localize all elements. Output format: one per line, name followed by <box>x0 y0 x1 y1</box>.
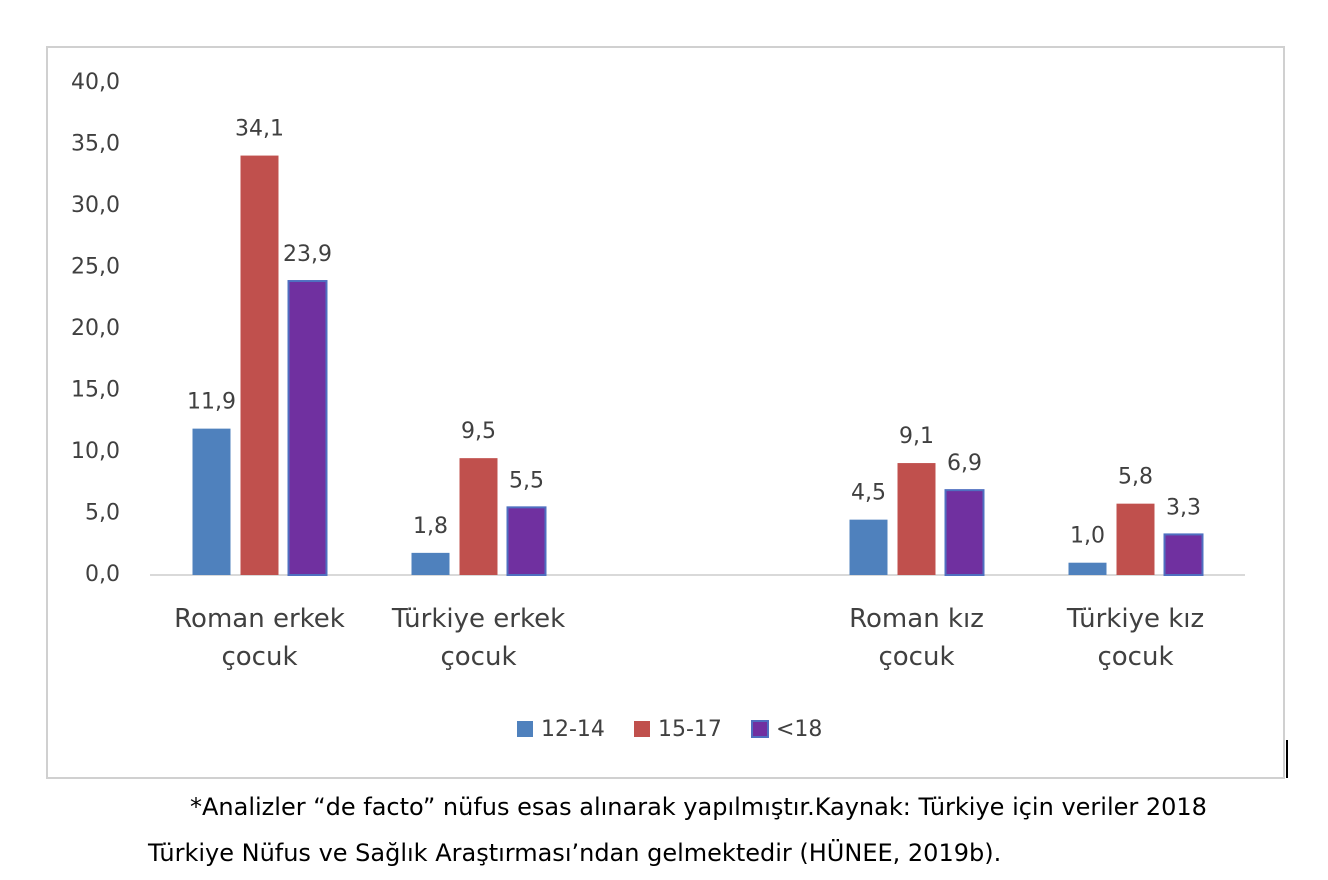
bar <box>1116 503 1155 575</box>
legend-label: <18 <box>776 717 822 742</box>
x-tick-label: Roman erkek çocuk <box>174 604 345 672</box>
legend-swatch <box>517 721 533 737</box>
y-tick-label: 40,0 <box>71 70 120 95</box>
legend-swatch <box>751 720 769 738</box>
bar <box>506 506 547 577</box>
y-tick-label: 20,0 <box>71 316 120 341</box>
y-tick-label: 25,0 <box>71 255 120 280</box>
legend-label: 15-17 <box>658 717 722 742</box>
y-tick-label: 35,0 <box>71 132 120 157</box>
legend-label: 12-14 <box>541 717 605 742</box>
y-tick-label: 0,0 <box>85 562 120 587</box>
data-label: 34,1 <box>235 117 284 142</box>
chart-border <box>46 46 1285 779</box>
footnote: *Analizler “de facto” nüfus esas alınara… <box>148 793 1207 867</box>
bar <box>287 280 328 576</box>
data-label: 5,5 <box>509 468 544 493</box>
bar <box>944 489 985 577</box>
bar <box>240 155 279 575</box>
x-tick-label: Türkiye erkek çocuk <box>391 604 566 672</box>
data-label: 1,8 <box>413 514 448 539</box>
y-tick-label: 15,0 <box>71 378 120 403</box>
bar <box>192 428 231 575</box>
y-tick-label: 10,0 <box>71 439 120 464</box>
bar <box>1068 562 1107 575</box>
y-tick-label: 30,0 <box>71 193 120 218</box>
bar <box>1163 533 1204 576</box>
bar <box>459 458 498 575</box>
data-label: 9,1 <box>899 424 934 449</box>
data-label: 3,3 <box>1166 495 1201 520</box>
legend-swatch <box>634 721 650 737</box>
y-tick-label: 5,0 <box>85 501 120 526</box>
bar <box>897 463 936 575</box>
data-label: 5,8 <box>1118 465 1153 490</box>
data-label: 23,9 <box>283 242 332 267</box>
bar <box>411 552 450 575</box>
data-label: 6,9 <box>947 451 982 476</box>
data-label: 11,9 <box>187 390 236 415</box>
x-tick-label: Türkiye kız çocuk <box>1066 604 1205 672</box>
data-label: 9,5 <box>461 419 496 444</box>
bar <box>849 519 888 575</box>
data-label: 1,0 <box>1070 524 1105 549</box>
x-tick-label: Roman kız çocuk <box>849 604 984 672</box>
data-label: 4,5 <box>851 481 886 506</box>
